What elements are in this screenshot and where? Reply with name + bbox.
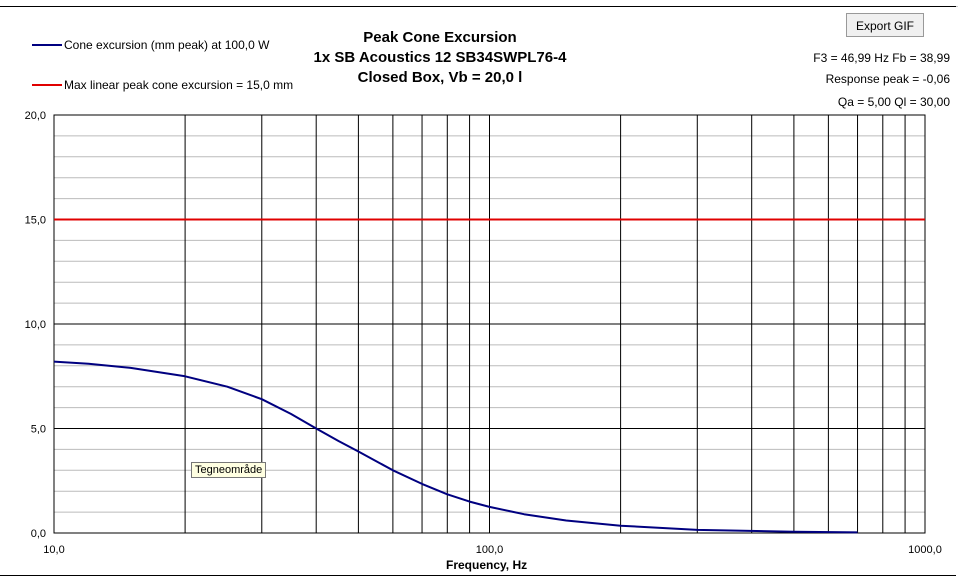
y-tick-label: 5,0 xyxy=(31,424,46,436)
legend-label: Max linear peak cone excursion = 15,0 mm xyxy=(64,78,294,92)
tooltip: Tegneområde xyxy=(191,462,267,478)
y-tick-label: 15,0 xyxy=(25,215,46,227)
plot-border xyxy=(53,114,926,534)
chart-title: Peak Cone Excursion 1x SB Acoustics 12 S… xyxy=(300,28,580,88)
x-tick-label: 1000,0 xyxy=(908,544,942,556)
title-line-1: Peak Cone Excursion xyxy=(363,29,517,46)
cone-excursion-line xyxy=(53,360,858,534)
legend-swatch xyxy=(32,44,62,46)
f3-fb-info: F3 = 46,99 Hz Fb = 38,99 xyxy=(813,51,950,65)
y-tick-label: 10,0 xyxy=(25,319,46,331)
title-line-3: Closed Box, Vb = 20,0 l xyxy=(357,69,523,86)
x-tick-label: 100,0 xyxy=(476,544,504,556)
legend-item-max-linear: Max linear peak cone excursion = 15,0 mm xyxy=(32,78,293,92)
x-tick-label: 10,0 xyxy=(43,544,64,556)
qa-ql-info: Qa = 5,00 Ql = 30,00 xyxy=(837,95,950,109)
y-tick-label: 0,0 xyxy=(31,528,46,540)
export-gif-button[interactable]: Export GIF xyxy=(846,13,924,37)
y-tick-label: 20,0 xyxy=(25,110,46,122)
title-line-2: 1x SB Acoustics 12 SB34SWPL76-4 xyxy=(313,49,567,66)
legend-swatch xyxy=(32,84,62,86)
x-axis-label: Frequency, Hz xyxy=(446,558,528,572)
chart-area[interactable] xyxy=(0,6,956,576)
legend-label: Cone excursion (mm peak) at 100,0 W xyxy=(64,38,270,52)
legend-item-cone-excursion: Cone excursion (mm peak) at 100,0 W xyxy=(32,38,269,52)
response-peak-info: Response peak = -0,06 xyxy=(825,72,950,86)
